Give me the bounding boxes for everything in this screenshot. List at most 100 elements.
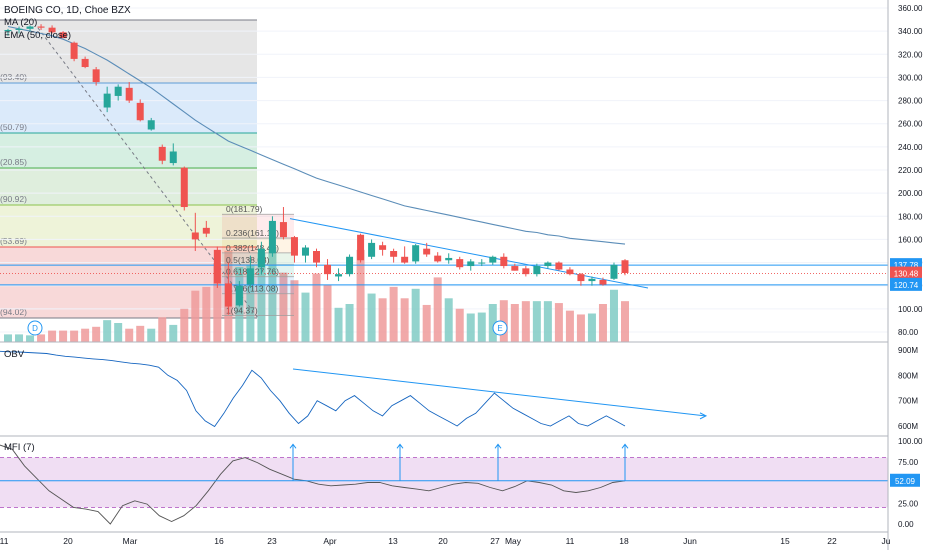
- candle-body: [566, 269, 574, 275]
- x-tick: 23: [267, 536, 277, 546]
- x-tick: May: [505, 536, 522, 546]
- fib-left-label: (50.79): [0, 122, 27, 132]
- x-tick: 13: [388, 536, 398, 546]
- volume-bar: [367, 293, 376, 342]
- volume-bar: [81, 328, 90, 342]
- mfi-arrow-head: [621, 443, 629, 449]
- fib-left-label: (20.85): [0, 157, 27, 167]
- mfi-tick: 75.00: [898, 458, 919, 467]
- mfi-arrow-head: [494, 443, 502, 449]
- candle-body: [103, 93, 111, 108]
- ema-legend[interactable]: EMA (50, close): [4, 30, 71, 41]
- fib-left-label: (90.92): [0, 194, 27, 204]
- fib-zone-right: [222, 238, 294, 253]
- fib-zone-2: [0, 133, 257, 168]
- ema-line-group: [7, 25, 626, 245]
- grid: [0, 7, 888, 333]
- obv-line: [0, 350, 626, 428]
- candle-body: [15, 28, 23, 30]
- price-tick: 180.00: [898, 212, 923, 221]
- candle-body: [621, 260, 629, 273]
- candle-body: [235, 285, 243, 306]
- candle-body: [313, 251, 320, 263]
- obv-tick: 900M: [898, 346, 918, 355]
- volume-bar: [191, 290, 200, 342]
- volume-bar: [378, 298, 387, 342]
- x-tick: 27: [490, 536, 500, 546]
- fib-label: 1(94.37): [226, 305, 258, 315]
- volume-bar: [103, 320, 112, 342]
- volume-bar: [433, 277, 442, 342]
- candle-body: [191, 232, 199, 240]
- candle-body: [544, 262, 552, 267]
- volume-bar: [37, 334, 46, 342]
- candle-body: [357, 234, 365, 261]
- mfi-legend[interactable]: MFI (7): [4, 442, 35, 453]
- candle-body: [279, 222, 287, 238]
- fib-left-label: (94.02): [0, 307, 27, 317]
- volume-bar: [576, 314, 585, 342]
- candle-body: [577, 274, 585, 282]
- candle-body: [26, 26, 34, 29]
- candle-body: [500, 256, 508, 267]
- candle-body: [588, 278, 596, 282]
- mfi-tick: 100.00: [898, 437, 923, 446]
- candle-body: [533, 266, 541, 275]
- price-tick: 340.00: [898, 27, 923, 36]
- mfi-tick: 0.00: [898, 520, 914, 529]
- obv-legend[interactable]: OBV: [4, 349, 25, 360]
- price-tick: 100.00: [898, 305, 923, 314]
- candle-body: [555, 262, 563, 270]
- volume-bar: [158, 317, 167, 342]
- candle-body: [290, 237, 298, 256]
- candle-body: [59, 32, 67, 39]
- volume-bar: [356, 249, 365, 342]
- x-tick: 11: [0, 536, 9, 546]
- ma-legend[interactable]: MA (20): [4, 17, 37, 28]
- x-tick: 20: [63, 536, 73, 546]
- volume-bar: [345, 304, 354, 342]
- candle-body: [147, 120, 155, 130]
- mfi-band: [0, 457, 888, 508]
- candle-body: [599, 279, 607, 285]
- volume-bar: [136, 325, 145, 342]
- candle-body: [180, 167, 188, 208]
- candle-body: [70, 42, 78, 59]
- mfi-arrow-head: [396, 443, 404, 449]
- trend-lines: [0, 218, 888, 289]
- x-tick: 18: [619, 536, 629, 546]
- volume-bar: [268, 247, 277, 342]
- candle-body: [213, 249, 221, 284]
- candle-body: [379, 245, 387, 250]
- candle-body: [268, 220, 276, 254]
- volume-bar: [609, 289, 618, 342]
- price-badge-label: 130.48: [894, 270, 919, 279]
- volume-bar: [466, 313, 475, 342]
- candle-body: [169, 151, 177, 164]
- volume-bar: [312, 273, 321, 342]
- x-tick: Mar: [123, 536, 138, 546]
- candle-body: [522, 268, 530, 275]
- volume-bar: [92, 326, 101, 342]
- mfi-panel: [0, 443, 888, 525]
- mfi-badge: [890, 473, 920, 487]
- volume-bar: [246, 265, 255, 342]
- x-tick: 11: [566, 536, 575, 546]
- volume-bar: [125, 328, 134, 342]
- price-badge-label: 120.74: [894, 281, 919, 290]
- volume-bar: [301, 292, 310, 342]
- volume-bar: [488, 304, 497, 342]
- event-marker-label: D: [32, 324, 38, 333]
- price-tick: 240.00: [898, 143, 923, 152]
- candle-body: [4, 29, 12, 32]
- volume-bar: [202, 286, 211, 342]
- ema-line: [7, 25, 626, 245]
- obv-tick: 700M: [898, 397, 918, 406]
- fib-label: 0(181.79): [226, 204, 263, 214]
- volume-bar: [213, 263, 222, 342]
- volume-bar: [554, 303, 563, 342]
- volume-bar: [477, 312, 486, 342]
